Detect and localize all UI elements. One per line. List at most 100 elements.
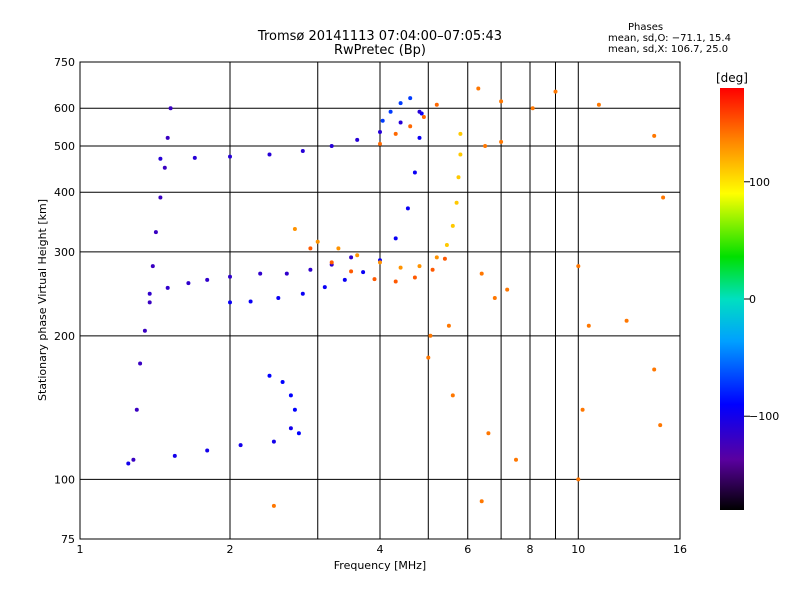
data-point	[479, 271, 484, 276]
data-point	[624, 318, 629, 323]
data-point	[271, 439, 276, 444]
data-point	[586, 323, 591, 328]
data-point	[205, 448, 210, 453]
x-axis-label: Frequency [MHz]	[334, 559, 426, 572]
data-point	[652, 133, 657, 138]
data-point	[355, 253, 360, 258]
data-point	[329, 144, 334, 148]
data-point	[276, 296, 281, 300]
data-point	[192, 155, 197, 160]
y-tick-label: 200	[54, 330, 75, 343]
data-point	[150, 264, 155, 269]
data-point	[292, 227, 297, 231]
data-point	[398, 101, 403, 106]
data-point	[405, 206, 410, 211]
data-point	[153, 230, 158, 235]
data-point	[147, 291, 152, 296]
x-tick-label: 2	[227, 543, 234, 556]
x-tick-label: 10	[571, 543, 585, 556]
data-point	[165, 285, 170, 290]
data-point	[126, 461, 131, 466]
data-point	[576, 477, 581, 482]
data-point	[530, 106, 535, 111]
data-point	[158, 156, 163, 161]
data-point	[483, 144, 488, 148]
data-point	[158, 195, 163, 200]
data-point	[322, 285, 327, 290]
data-point	[378, 141, 382, 146]
data-point	[258, 271, 263, 276]
data-point	[408, 96, 413, 101]
data-point	[296, 431, 301, 436]
data-point	[131, 457, 136, 462]
data-point	[342, 277, 347, 282]
x-tick-label: 6	[464, 543, 471, 556]
data-point	[238, 443, 243, 448]
chart-title: Tromsø 20141113 07:04:00–07:05:43	[257, 29, 503, 44]
data-point	[378, 260, 382, 265]
data-point	[456, 175, 461, 180]
data-point	[134, 407, 139, 412]
x-tick-label: 1	[77, 543, 84, 556]
colorbar-tick-label: −100	[749, 410, 779, 423]
data-point	[349, 255, 354, 260]
data-point	[267, 152, 272, 157]
data-point	[165, 135, 170, 140]
colorbar-label: [deg]	[716, 71, 748, 85]
data-point	[168, 106, 173, 111]
colorbar-ticks: 100 0 −100	[744, 176, 779, 423]
data-point	[486, 431, 491, 436]
colorbar	[720, 88, 744, 510]
data-point	[398, 120, 403, 125]
data-point	[361, 270, 366, 275]
y-tick-label: 400	[54, 186, 75, 199]
data-point	[267, 373, 272, 378]
data-point	[372, 277, 377, 282]
data-points	[126, 86, 666, 508]
data-point	[300, 149, 305, 153]
data-point	[288, 393, 293, 398]
x-tick-label: 4	[377, 543, 384, 556]
x-tick-label: 16	[673, 543, 687, 556]
data-point	[228, 154, 232, 159]
data-point	[408, 124, 413, 129]
data-point	[355, 137, 360, 142]
data-point	[288, 426, 293, 431]
data-point	[142, 328, 147, 333]
colorbar-tick-label: 100	[749, 176, 770, 189]
data-point	[398, 265, 403, 270]
data-point	[329, 260, 334, 265]
y-tick-label: 75	[61, 533, 75, 546]
data-point	[492, 296, 497, 300]
data-point	[479, 499, 484, 504]
data-point	[434, 255, 439, 260]
data-point	[380, 118, 385, 123]
data-point	[454, 200, 459, 205]
data-point	[336, 246, 341, 251]
data-point	[417, 135, 422, 140]
x-tick-label: 8	[527, 543, 534, 556]
colorbar-tick-label: 0	[749, 293, 756, 306]
data-point	[553, 89, 558, 94]
data-point	[499, 99, 504, 104]
data-point	[514, 457, 518, 462]
data-point	[417, 109, 422, 114]
data-point	[450, 393, 455, 398]
data-point	[444, 243, 449, 247]
data-point	[576, 264, 581, 269]
data-point	[417, 264, 422, 269]
data-point	[388, 109, 393, 114]
data-point	[434, 102, 439, 107]
plot-frame	[79, 61, 681, 540]
data-point	[280, 380, 285, 384]
data-point	[596, 102, 601, 107]
data-point	[172, 453, 177, 458]
data-point	[162, 165, 167, 170]
x-axis-ticks: 1 2 4 6 8 10 16	[77, 543, 688, 556]
data-point	[271, 503, 276, 508]
y-tick-label: 600	[54, 102, 75, 115]
data-point	[308, 246, 313, 251]
stats-heading: Phases	[628, 22, 664, 33]
y-tick-label: 300	[54, 246, 75, 259]
data-point	[499, 139, 504, 144]
